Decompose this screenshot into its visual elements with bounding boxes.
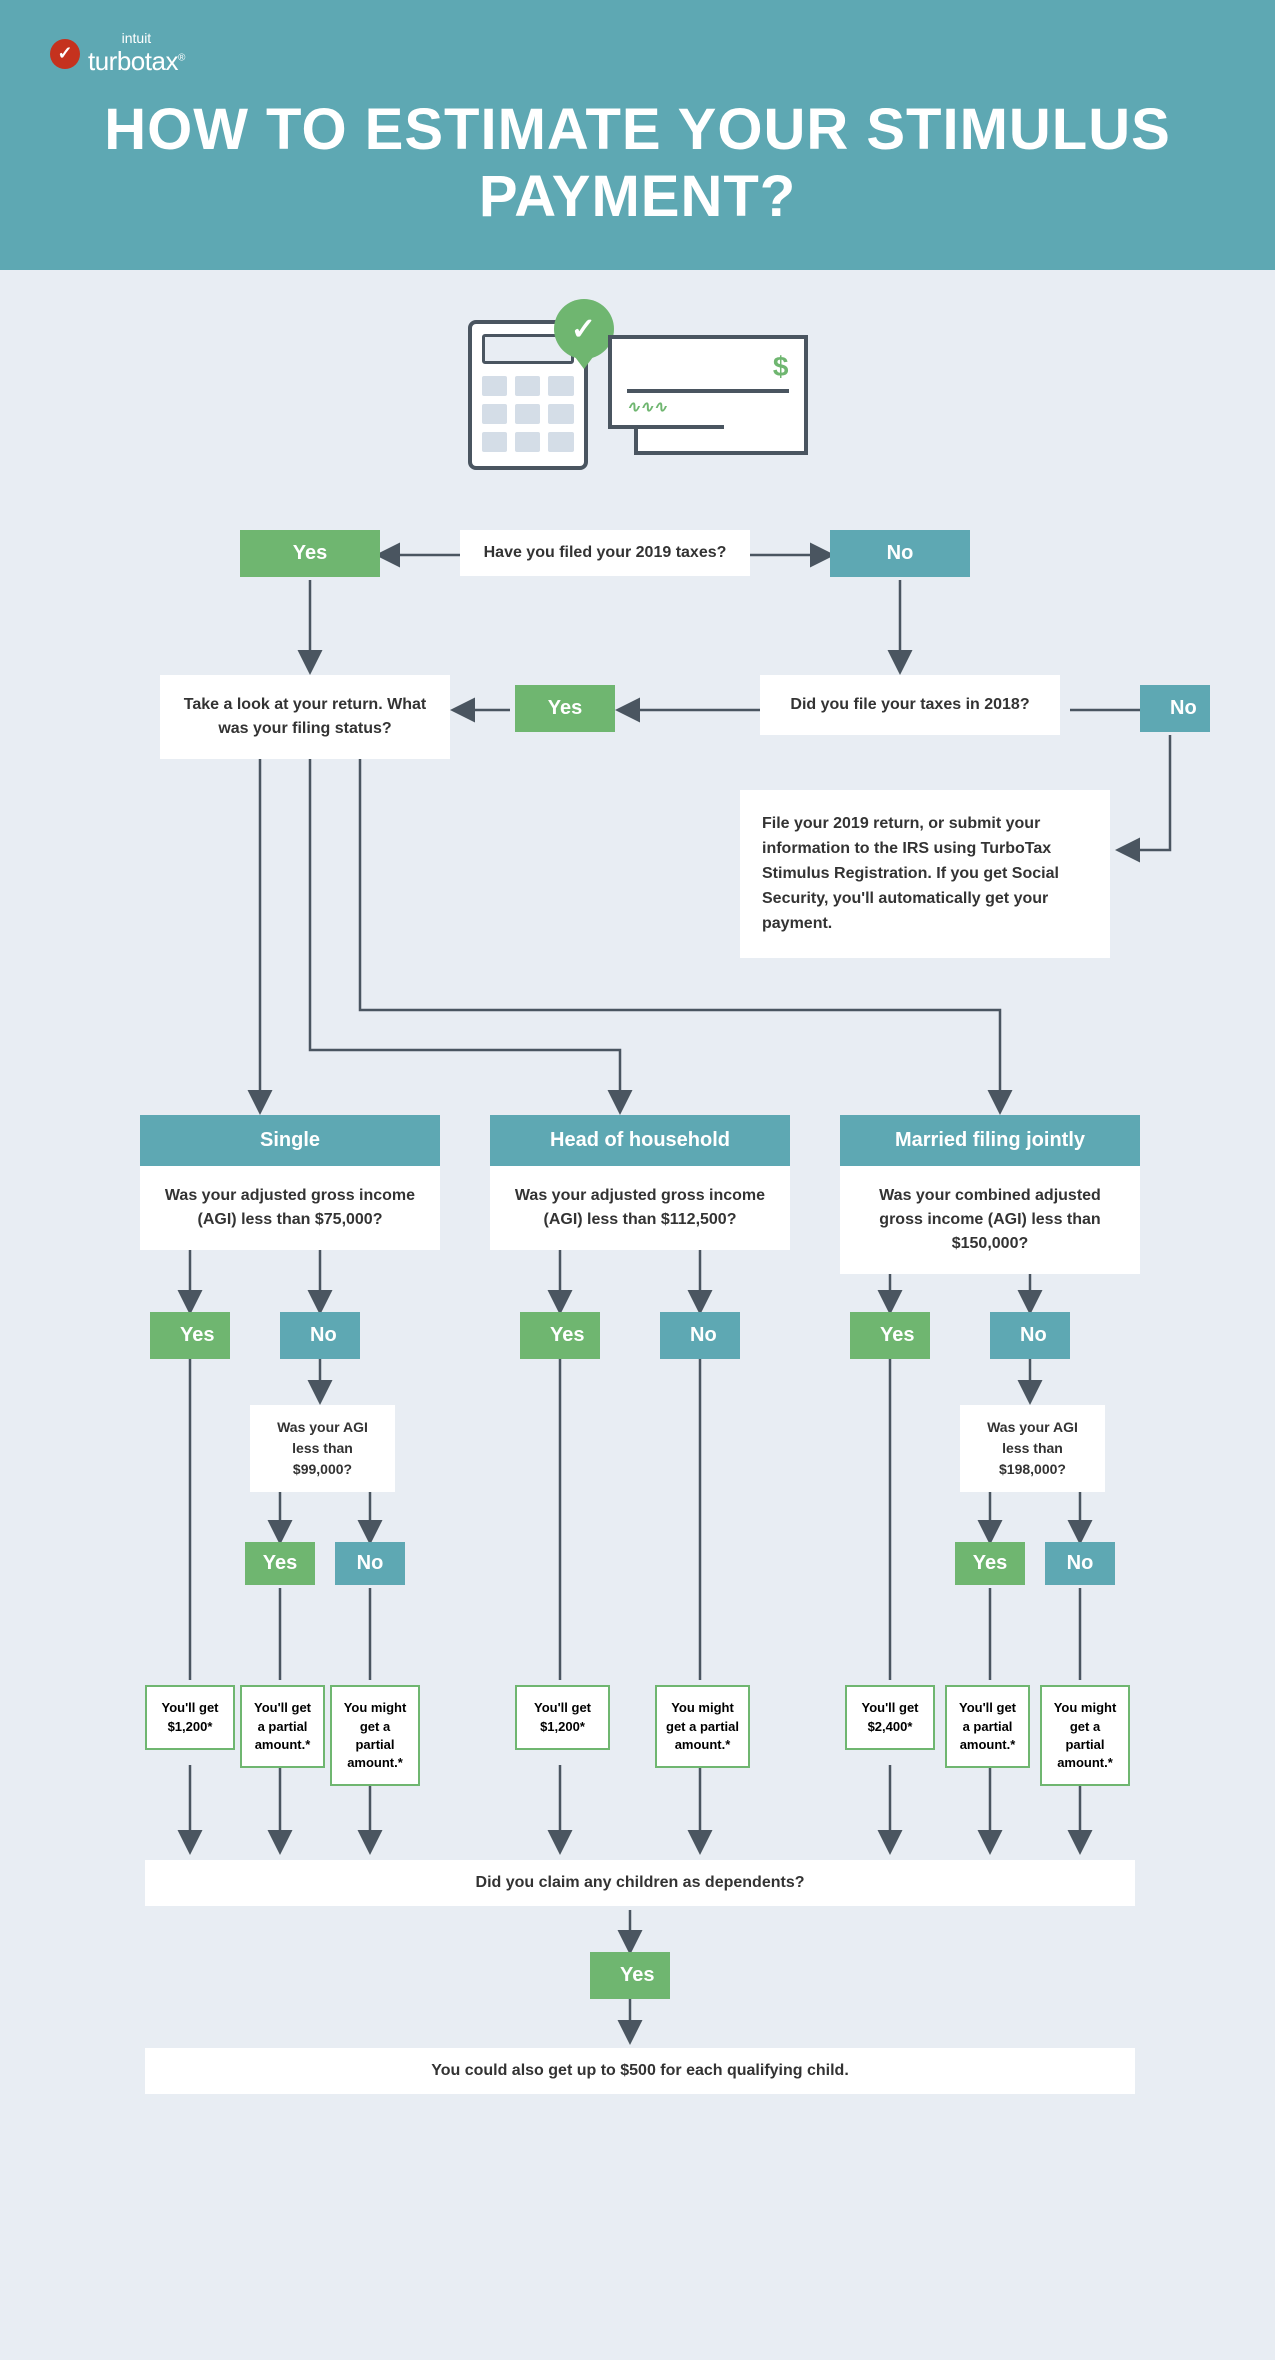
logo: ✓ intuit turbotax® bbox=[50, 30, 1225, 77]
brand-parent: intuit bbox=[88, 30, 185, 46]
question-filing-status: Take a look at your return. What was you… bbox=[160, 675, 450, 759]
single-sub-yes: Yes bbox=[245, 1542, 315, 1585]
mfj-sub-question: Was your AGI less than $198,000? bbox=[960, 1405, 1105, 1492]
result-mfj-might: You might get a partial amount.* bbox=[1040, 1685, 1130, 1786]
single-sub-question: Was your AGI less than $99,000? bbox=[250, 1405, 395, 1492]
info-file-return: File your 2019 return, or submit your in… bbox=[740, 790, 1110, 958]
logo-checkmark-icon: ✓ bbox=[50, 39, 80, 69]
status-mfj: Married filing jointly Was your combined… bbox=[840, 1115, 1140, 1274]
result-single-partial: You'll get a partial amount.* bbox=[240, 1685, 325, 1768]
result-single-might: You might get a partial amount.* bbox=[330, 1685, 420, 1786]
mfj-no: No bbox=[990, 1312, 1070, 1359]
hoh-yes: Yes bbox=[520, 1312, 600, 1359]
yes-pill-q3: Yes bbox=[515, 685, 615, 732]
checkmark-badge-icon: ✓ bbox=[554, 299, 614, 359]
single-no: No bbox=[280, 1312, 360, 1359]
hero-illustration: ✓ $ ∿∿∿ bbox=[60, 320, 1215, 470]
final-result: You could also get up to $500 for each q… bbox=[145, 2048, 1135, 2094]
status-single: Single Was your adjusted gross income (A… bbox=[140, 1115, 440, 1250]
result-hoh-might: You might get a partial amount.* bbox=[655, 1685, 750, 1768]
result-single-1200: You'll get $1,200* bbox=[145, 1685, 235, 1749]
cheque-icon: $ ∿∿∿ bbox=[608, 335, 808, 455]
yes-pill-q1: Yes bbox=[240, 530, 380, 577]
status-single-header: Single bbox=[140, 1115, 440, 1166]
result-mfj-partial: You'll get a partial amount.* bbox=[945, 1685, 1030, 1768]
result-hoh-1200: You'll get $1,200* bbox=[515, 1685, 610, 1749]
brand-name: turbotax bbox=[88, 46, 178, 76]
page-title: HOW TO ESTIMATE YOUR STIMULUS PAYMENT? bbox=[50, 97, 1225, 230]
calculator-icon: ✓ bbox=[468, 320, 588, 470]
question-filed-2018: Did you file your taxes in 2018? bbox=[760, 675, 1060, 735]
single-yes: Yes bbox=[150, 1312, 230, 1359]
flowchart: Yes Have you filed your 2019 taxes? No T… bbox=[60, 530, 1215, 2310]
question-filed-2019: Have you filed your 2019 taxes? bbox=[460, 530, 750, 576]
mfj-sub-yes: Yes bbox=[955, 1542, 1025, 1585]
hoh-no: No bbox=[660, 1312, 740, 1359]
dependents-yes: Yes bbox=[590, 1952, 670, 1999]
result-mfj-2400: You'll get $2,400* bbox=[845, 1685, 935, 1749]
question-dependents: Did you claim any children as dependents… bbox=[145, 1860, 1135, 1906]
no-pill-q1: No bbox=[830, 530, 970, 577]
single-sub-no: No bbox=[335, 1542, 405, 1585]
status-mfj-header: Married filing jointly bbox=[840, 1115, 1140, 1166]
header: ✓ intuit turbotax® HOW TO ESTIMATE YOUR … bbox=[0, 0, 1275, 270]
no-pill-q3: No bbox=[1140, 685, 1210, 732]
status-mfj-question: Was your combined adjusted gross income … bbox=[840, 1166, 1140, 1274]
mfj-sub-no: No bbox=[1045, 1542, 1115, 1585]
status-hoh: Head of household Was your adjusted gros… bbox=[490, 1115, 790, 1250]
status-hoh-header: Head of household bbox=[490, 1115, 790, 1166]
status-single-question: Was your adjusted gross income (AGI) les… bbox=[140, 1166, 440, 1250]
mfj-yes: Yes bbox=[850, 1312, 930, 1359]
status-hoh-question: Was your adjusted gross income (AGI) les… bbox=[490, 1166, 790, 1250]
